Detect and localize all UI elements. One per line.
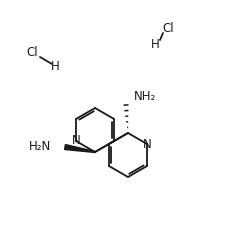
Polygon shape [65,145,95,152]
Text: H: H [151,39,159,51]
Text: Cl: Cl [162,21,174,35]
Text: N: N [72,135,80,147]
Text: H₂N: H₂N [29,140,51,152]
Text: N: N [143,138,151,150]
Text: NH₂: NH₂ [134,90,156,104]
Text: H: H [51,60,59,74]
Text: Cl: Cl [26,47,38,59]
